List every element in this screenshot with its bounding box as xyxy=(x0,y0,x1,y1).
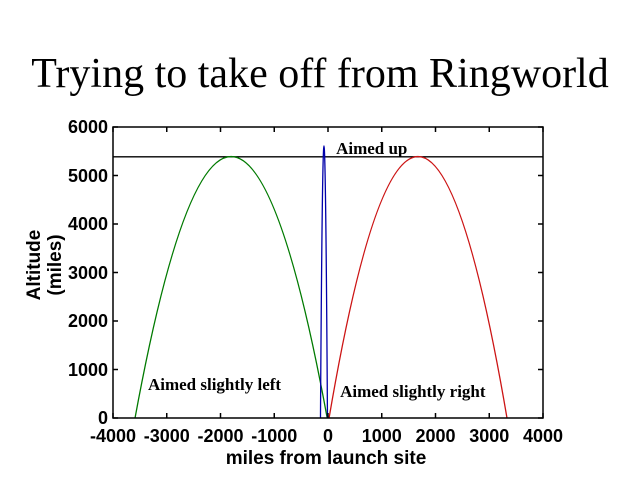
x-tick-label: 0 xyxy=(322,426,334,446)
chart-title: Trying to take off from Ringworld xyxy=(31,51,609,97)
annotation-aimed-slightly-left: Aimed slightly left xyxy=(147,374,282,394)
trajectory-aimed-slightly-left xyxy=(134,155,328,419)
y-axis-label: Altitude (miles) xyxy=(24,230,66,301)
y-tick-label: 1000 xyxy=(67,359,108,380)
x-tick-label: -1000 xyxy=(251,426,298,446)
y-tick-label: 3000 xyxy=(67,262,108,283)
x-tick-label: 2000 xyxy=(415,426,456,446)
trajectory-aimed-up xyxy=(319,145,329,419)
x-axis-label: miles from launch site xyxy=(225,448,427,469)
y-axis-label-line2: (miles) xyxy=(45,234,66,296)
annotation-aimed-slightly-right: Aimed slightly right xyxy=(340,381,486,401)
y-tick-label: 2000 xyxy=(67,311,108,331)
x-tick-label: -4000 xyxy=(89,426,137,446)
y-tick-label: 5000 xyxy=(67,165,108,186)
x-tick-label: 4000 xyxy=(522,426,564,446)
x-tick-label: -2000 xyxy=(197,426,244,446)
y-tick-label: 6000 xyxy=(67,117,108,137)
x-tick-label: 1000 xyxy=(361,426,402,446)
y-axis-label-line1: Altitude xyxy=(24,229,45,301)
y-tick-label: 0 xyxy=(97,408,108,428)
y-tick-label: 4000 xyxy=(67,214,108,234)
trajectory-aimed-slightly-right xyxy=(328,155,508,419)
x-tick-label: 3000 xyxy=(469,426,510,446)
x-tick-label: -3000 xyxy=(143,426,190,446)
annotation-aimed-up: Aimed up xyxy=(336,139,408,159)
